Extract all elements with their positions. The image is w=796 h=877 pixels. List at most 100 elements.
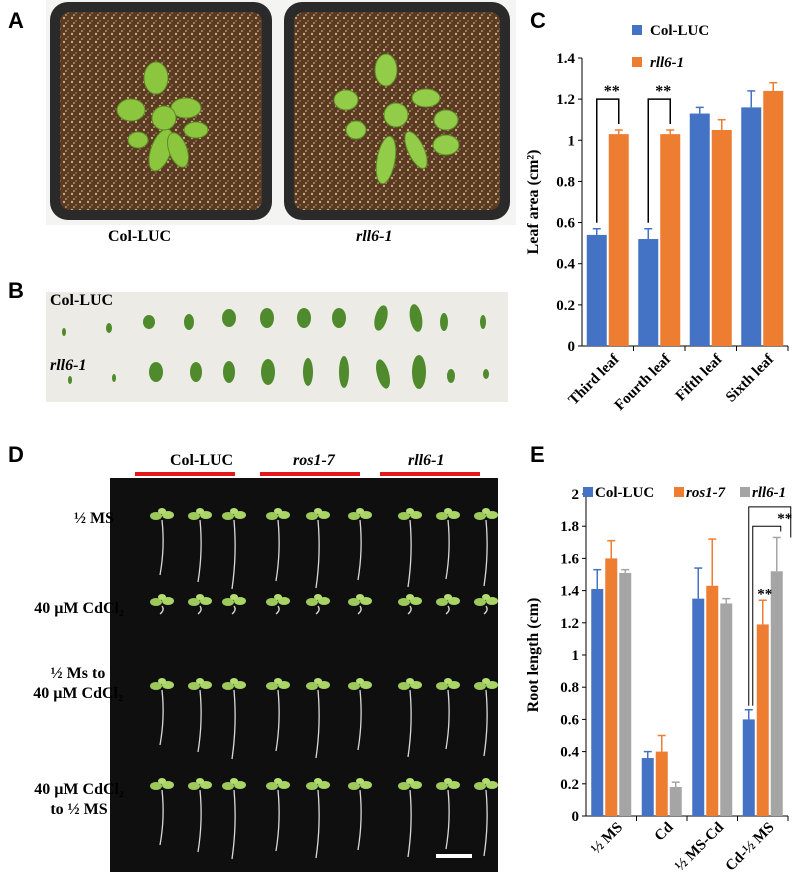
panel-d-row-2: 40 µM CdCl₂ xyxy=(14,600,144,618)
chartC-legend-swatch xyxy=(632,25,642,35)
seedling xyxy=(266,508,290,582)
chartE-category-label: ½ MS-Cd xyxy=(672,819,727,874)
seedling-leaf xyxy=(234,597,246,605)
seedling xyxy=(150,678,174,746)
seedling-leaf xyxy=(278,597,290,605)
panel-d-row-4: 40 µM CdCl₂ to ½ MS xyxy=(14,780,144,820)
seedling-leaf xyxy=(266,512,278,520)
seedling xyxy=(188,778,212,853)
chartE-ytick-label: 0.2 xyxy=(560,777,579,793)
sig-bracket xyxy=(596,98,620,223)
chartC-category-label: Sixth leaf xyxy=(723,351,778,406)
seedlings-illustration xyxy=(150,508,498,860)
group-bar-ros1 xyxy=(260,472,360,476)
seedling-leaf xyxy=(360,597,372,605)
chartC-bar-1-2 xyxy=(711,130,732,346)
seedling-leaf xyxy=(482,594,490,600)
seedling-root xyxy=(197,519,202,583)
panel-a-photo xyxy=(46,0,516,225)
chartE-bar-2-2 xyxy=(720,603,733,816)
seedling-leaf xyxy=(448,597,460,605)
seedling-leaf xyxy=(444,594,452,600)
col-luc-rosette xyxy=(116,61,209,172)
seedling-leaf xyxy=(150,598,162,606)
row-4-line-2: to ½ MS xyxy=(50,801,108,818)
chartE-ytick-label: 1.2 xyxy=(560,616,579,632)
chartE-bar-1-3 xyxy=(756,624,769,816)
seedling-leaf xyxy=(318,511,330,519)
scale-bar xyxy=(436,854,472,858)
seedling xyxy=(150,594,174,615)
panel-d-row-1: ½ MS xyxy=(54,510,134,528)
seedling xyxy=(436,508,460,580)
panel-b-label-col: Col-LUC xyxy=(50,292,114,309)
chartE-legend-label: ros1-7 xyxy=(686,485,726,501)
chartC-legend-swatch xyxy=(632,57,642,67)
seedling-leaf xyxy=(314,508,322,514)
chartC-category-label: Fourth leaf xyxy=(612,351,675,414)
seedling-leaf xyxy=(486,781,498,789)
seedling-leaf xyxy=(360,781,372,789)
chartE-legend-swatch xyxy=(740,487,750,497)
seedling-leaf xyxy=(196,594,204,600)
seedling xyxy=(222,778,246,860)
seedling-leaf xyxy=(200,681,212,689)
chartE-legend-swatch xyxy=(674,487,684,497)
chartC-bar-1-1 xyxy=(660,134,681,346)
chartE-category-label: Cd xyxy=(652,819,677,844)
seedling-root xyxy=(275,519,280,582)
panel-d-group-col: Col-LUC xyxy=(170,452,234,469)
seedling-leaf xyxy=(278,781,290,789)
seedling-leaf xyxy=(318,781,330,789)
sig-bracket xyxy=(647,98,671,223)
panel-letter-b: B xyxy=(8,278,24,303)
seedling-root xyxy=(197,605,202,615)
seedling-root xyxy=(483,689,488,757)
seedling-leaf xyxy=(162,781,174,789)
seedling-root xyxy=(231,789,236,860)
seedling-leaf xyxy=(406,594,414,600)
seedling-root xyxy=(315,789,320,859)
seedling-leaf xyxy=(196,778,204,784)
chartE-bar-1-0 xyxy=(605,558,618,816)
chartE-ytick-label: 0.6 xyxy=(560,712,579,728)
seedling xyxy=(222,508,246,590)
chartE-ytick-label: 1.4 xyxy=(560,584,579,600)
seedling-root xyxy=(231,519,236,590)
seedling-leaf xyxy=(188,782,200,790)
seedling xyxy=(348,778,372,851)
seedling xyxy=(474,508,498,587)
chartC-bar-1-0 xyxy=(608,134,629,346)
seedling-root xyxy=(483,519,488,587)
seedling-leaf xyxy=(406,778,414,784)
seedling xyxy=(306,508,330,589)
seedling-leaf xyxy=(162,511,174,519)
row-3-line-1: ½ Ms to xyxy=(50,665,106,682)
rll6-leaves xyxy=(68,355,489,389)
seedling-leaf xyxy=(306,598,318,606)
seedling-leaf xyxy=(448,681,460,689)
seedling-leaf xyxy=(274,778,282,784)
chartE-legend-swatch xyxy=(583,487,593,497)
seedling-leaf xyxy=(398,598,410,606)
seedling-leaf xyxy=(486,597,498,605)
seedling-root xyxy=(315,605,320,615)
seedling-root xyxy=(315,689,320,759)
chartC-ytick-label: 1 xyxy=(568,133,576,149)
seedling-root xyxy=(231,689,236,760)
seedling-leaf xyxy=(356,778,364,784)
seedling-leaf xyxy=(436,782,448,790)
seedling-leaf xyxy=(406,678,414,684)
seedling-leaf xyxy=(444,508,452,514)
seedling-leaf xyxy=(274,594,282,600)
chartE-bar-1-1 xyxy=(655,751,668,816)
seedling xyxy=(398,594,422,615)
chartE-ytick-label: 0.8 xyxy=(560,680,579,696)
seedling xyxy=(398,508,422,588)
seedling-leaf xyxy=(150,682,162,690)
seedling-leaf xyxy=(196,678,204,684)
seedling-root xyxy=(231,605,236,615)
leaf-series-illustration xyxy=(62,304,489,389)
chartC-ytick-label: 0.4 xyxy=(556,257,575,273)
